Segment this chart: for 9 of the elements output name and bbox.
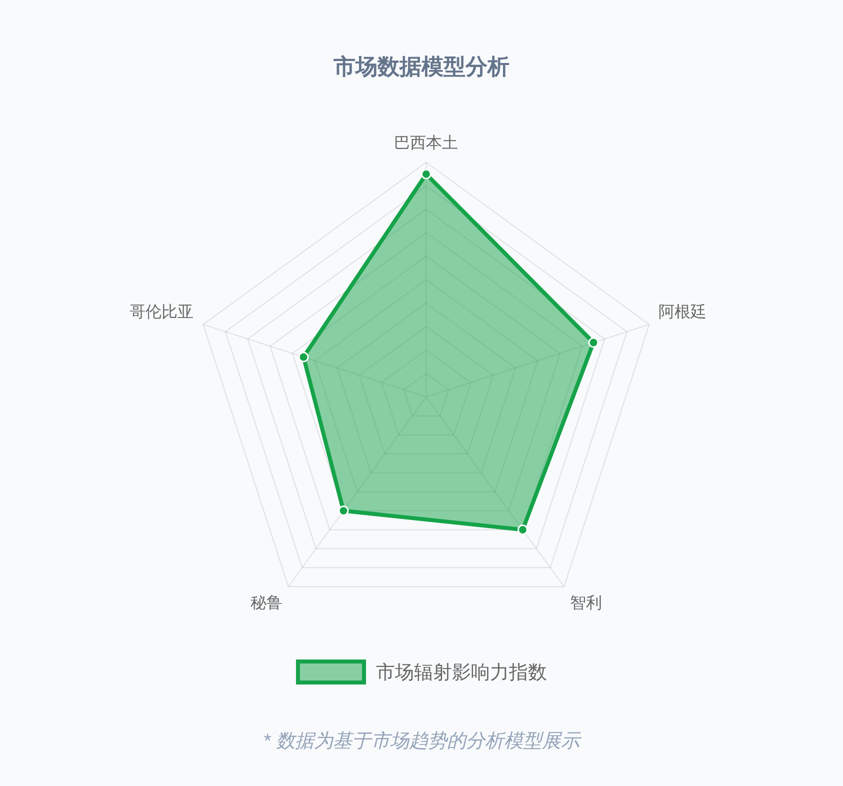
category-label: 巴西本土	[394, 134, 458, 152]
annotation: * 数据为基于市场趋势的分析模型展示	[263, 731, 580, 752]
title: 市场数据模型分析	[334, 54, 510, 79]
category-label: 秘鲁	[250, 595, 282, 612]
category-label: 阿根廷	[658, 304, 707, 321]
category-label: 哥伦比亚	[130, 304, 194, 321]
category-label: 智利	[570, 595, 602, 612]
legend-label: 市场辐射影响力指数	[376, 662, 547, 684]
legend: 市场辐射影响力指数	[296, 660, 547, 684]
